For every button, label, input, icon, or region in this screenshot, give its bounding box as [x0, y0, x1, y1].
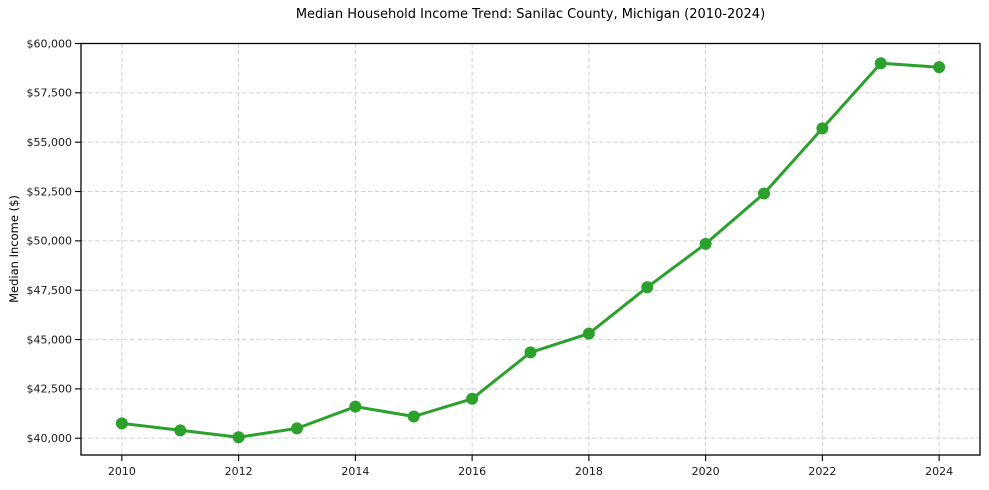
y-tick-label: $42,500 — [27, 383, 73, 396]
x-tick-label: 2024 — [925, 465, 953, 478]
x-tick-label: 2010 — [108, 465, 136, 478]
data-point-2017 — [524, 346, 537, 359]
y-tick-label: $52,500 — [27, 185, 73, 198]
data-point-2010 — [115, 417, 128, 430]
chart-title: Median Household Income Trend: Sanilac C… — [295, 7, 766, 22]
y-tick-label: $57,500 — [27, 87, 73, 100]
data-point-2024 — [933, 61, 946, 74]
x-tick-label: 2020 — [692, 465, 720, 478]
x-tick-label: 2016 — [458, 465, 486, 478]
y-tick-label: $47,500 — [27, 284, 73, 297]
data-point-2023 — [874, 57, 887, 70]
data-point-2012 — [232, 431, 245, 444]
y-tick-label: $50,000 — [27, 235, 73, 248]
data-point-2011 — [174, 424, 187, 437]
data-point-2022 — [816, 122, 829, 135]
data-point-2014 — [349, 400, 362, 413]
data-point-2019 — [641, 281, 654, 294]
axes-frame — [80, 42, 981, 456]
data-point-2015 — [407, 410, 420, 423]
data-point-2021 — [758, 187, 771, 200]
y-tick-label: $40,000 — [27, 432, 73, 445]
data-point-2013 — [290, 422, 303, 435]
trend-line — [120, 61, 941, 439]
y-tick-label: $55,000 — [27, 136, 73, 149]
x-tick-label: 2012 — [225, 465, 253, 478]
x-tick-label: 2014 — [341, 465, 369, 478]
data-point-2018 — [582, 327, 595, 340]
x-tick-label: 2018 — [575, 465, 603, 478]
y-axis-label: Median Income ($) — [7, 195, 21, 303]
y-tick-label: $45,000 — [27, 333, 73, 346]
data-point-2016 — [466, 392, 479, 405]
y-tick-label: $60,000 — [27, 37, 73, 50]
x-tick-label: 2022 — [808, 465, 836, 478]
data-point-2020 — [699, 237, 712, 250]
